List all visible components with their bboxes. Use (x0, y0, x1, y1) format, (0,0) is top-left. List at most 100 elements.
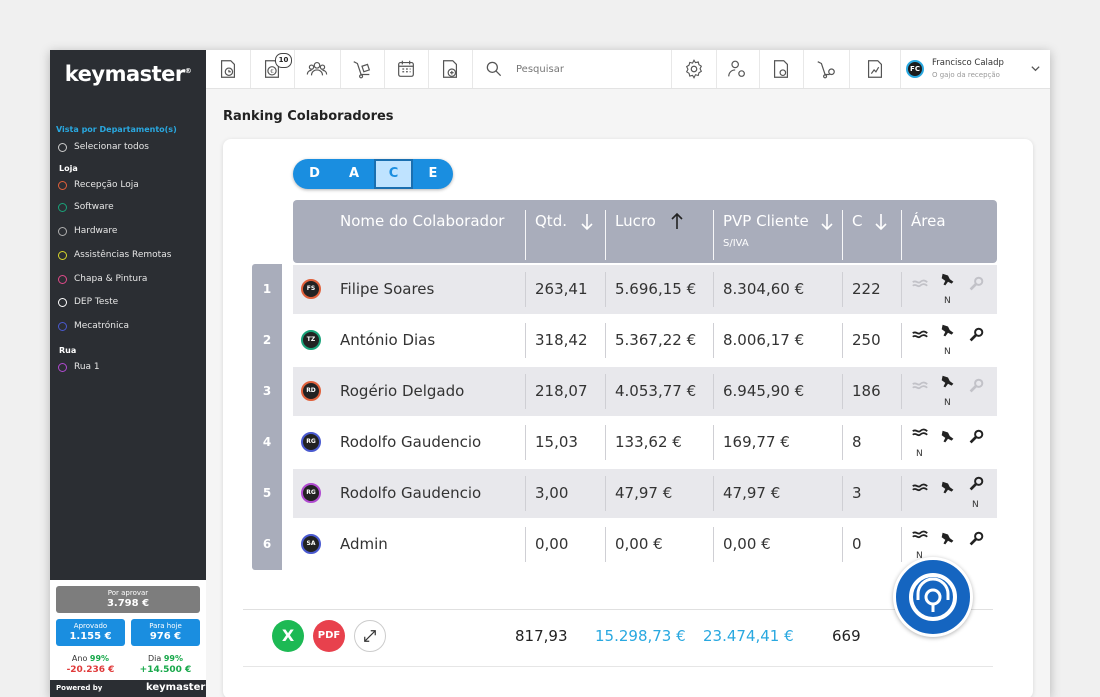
pending-approval-button[interactable]: Por aprovar 3.798 € (56, 586, 200, 613)
column-divider (525, 527, 526, 562)
tool-key-icon[interactable] (967, 377, 989, 399)
column-divider (525, 374, 526, 409)
support-chat-button[interactable] (893, 557, 973, 637)
rank-number: 4 (262, 435, 272, 449)
table-row[interactable]: SA Admin 0,00 0,00 € 0,00 € 0 N (293, 520, 997, 569)
user-avatar: FC (906, 60, 924, 78)
column-divider (605, 476, 606, 511)
timesheet-button[interactable] (206, 50, 251, 88)
sort-down-icon[interactable] (875, 213, 887, 231)
tool-key-icon[interactable] (967, 275, 989, 297)
approved-button[interactable]: Aprovado 1.155 € (56, 619, 125, 646)
department-checkbox[interactable]: Mecatrónica (58, 319, 129, 333)
waves-icon[interactable] (911, 526, 933, 548)
header-name[interactable]: Nome do Colaborador (340, 212, 505, 230)
tool-key-icon[interactable] (967, 530, 989, 552)
waves-icon[interactable] (911, 377, 933, 399)
wrench-figure-icon[interactable] (939, 271, 961, 293)
wrench-figure-icon[interactable] (939, 530, 961, 552)
cart-settings-button[interactable] (803, 50, 850, 88)
document-clock-icon (220, 60, 236, 78)
department-checkbox[interactable]: Software (58, 200, 114, 214)
department-checkbox[interactable]: Hardware (58, 224, 117, 238)
tool-key-icon[interactable] (967, 475, 989, 497)
search-bar[interactable]: Pesquisar (472, 50, 564, 88)
segment-button-d[interactable]: D (309, 166, 320, 181)
tool-key-icon[interactable] (967, 326, 989, 348)
header-divider (605, 210, 606, 260)
user-menu[interactable]: FC Francisco Caladp O gajo da recepção (900, 50, 1050, 88)
new-document-button[interactable] (428, 50, 473, 88)
qty-cell: 0,00 (535, 535, 569, 553)
department-checkbox[interactable]: Recepção Loja (58, 178, 139, 192)
header-profit[interactable]: Lucro (615, 212, 656, 230)
table-row[interactable]: RG Rodolfo Gaudencio 3,00 47,97 € 47,97 € 3 N (293, 469, 997, 518)
invoices-button[interactable]: € 10 (250, 50, 295, 88)
waves-icon[interactable] (911, 424, 933, 446)
today-button[interactable]: Para hoje 976 € (131, 619, 200, 646)
tool-key-icon[interactable] (967, 428, 989, 450)
table-row[interactable]: FS Filipe Soares 263,41 5.696,15 € 8.304,60 … (293, 265, 997, 314)
year-stat: Ano 99% -20.236 € (66, 654, 115, 675)
header-divider (525, 210, 526, 260)
wrench-figure-icon[interactable] (939, 373, 961, 395)
select-all-checkbox[interactable]: Selecionar todos (58, 140, 149, 154)
table-row[interactable]: RD Rogério Delgado 218,07 4.053,77 € 6.945,9… (293, 367, 997, 416)
column-divider (713, 323, 714, 358)
sort-up-icon[interactable] (671, 212, 683, 230)
document-settings-button[interactable] (759, 50, 804, 88)
area-n-mark: N (972, 500, 979, 510)
rank-number: 1 (262, 282, 272, 296)
export-pdf-button[interactable]: PDF (313, 620, 345, 652)
sort-down-icon[interactable] (581, 213, 593, 231)
calendar-button[interactable] (384, 50, 429, 88)
chevron-down-icon (1031, 66, 1040, 72)
export-excel-button[interactable]: X (272, 620, 304, 652)
employee-avatar: RG (301, 432, 321, 452)
header-qty[interactable]: Qtd. (535, 212, 567, 230)
c-cell: 250 (852, 331, 881, 349)
table-row[interactable]: RG Rodolfo Gaudencio 15,03 133,62 € 169,77 €… (293, 418, 997, 467)
cart-button[interactable] (340, 50, 385, 88)
expand-button[interactable] (354, 620, 386, 652)
segment-button-a[interactable]: A (348, 166, 360, 181)
table-row[interactable]: TZ António Dias 318,42 5.367,22 € 8.006,17 €… (293, 316, 997, 365)
waves-icon[interactable] (911, 479, 933, 501)
sort-down-icon[interactable] (821, 213, 833, 231)
column-divider (901, 425, 902, 460)
wrench-figure-icon[interactable] (939, 428, 961, 450)
rank-number: 5 (262, 486, 272, 500)
pvp-cell: 8.006,17 € (723, 331, 805, 349)
add-document-icon (442, 60, 458, 78)
waves-icon[interactable] (911, 275, 933, 297)
column-divider (901, 272, 902, 307)
customers-button[interactable] (294, 50, 341, 88)
waves-icon[interactable] (911, 326, 933, 348)
header-pvp[interactable]: PVP Cliente (723, 212, 809, 230)
area-n-mark: N (944, 296, 951, 306)
gear-icon (685, 59, 703, 79)
rank-number: 6 (262, 537, 272, 551)
rank-number: 2 (262, 333, 272, 347)
settings-button[interactable] (671, 50, 717, 88)
page-title: Ranking Colaboradores (223, 109, 394, 124)
header-divider (901, 210, 902, 260)
employee-name: Rodolfo Gaudencio (340, 484, 482, 502)
segment-button-e[interactable]: E (428, 166, 438, 181)
department-checkbox[interactable]: Chapa & Pintura (58, 272, 147, 286)
department-checkbox[interactable]: DEP Teste (58, 295, 118, 309)
wrench-figure-icon[interactable] (939, 322, 961, 344)
user-settings-button[interactable] (715, 50, 760, 88)
department-checkbox[interactable]: Assistências Remotas (58, 248, 171, 262)
department-checkbox[interactable]: Rua 1 (58, 360, 100, 374)
column-divider (842, 527, 843, 562)
wrench-figure-icon[interactable] (939, 479, 961, 501)
segment-button-c[interactable]: C (374, 159, 413, 189)
total-profit: 15.298,73 € (595, 627, 686, 645)
search-input[interactable]: Pesquisar (516, 63, 564, 75)
header-c[interactable]: C (852, 212, 863, 230)
c-cell: 186 (852, 382, 881, 400)
column-divider (605, 272, 606, 307)
reports-button[interactable] (849, 50, 901, 88)
